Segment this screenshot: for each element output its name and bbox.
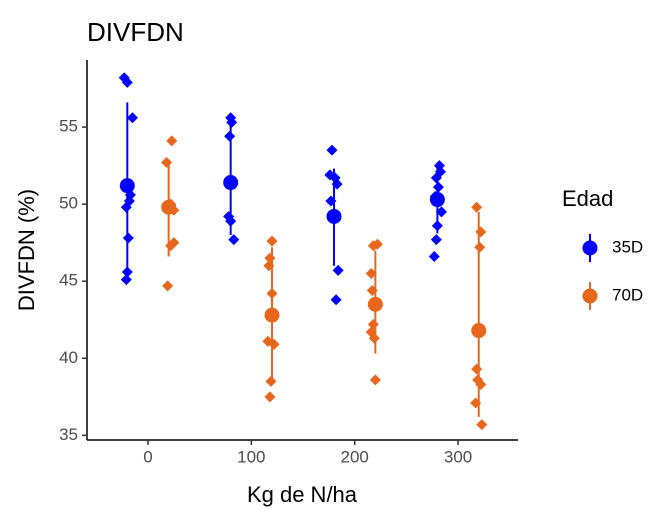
data-point — [365, 268, 377, 280]
legend-symbol — [582, 240, 598, 256]
data-point — [226, 116, 238, 128]
x-tick-label: 200 — [341, 447, 369, 466]
x-tick-label: 0 — [143, 447, 152, 466]
data-point — [368, 332, 380, 344]
legend-title: Edad — [562, 186, 613, 211]
data-point — [122, 232, 134, 244]
mean-point — [119, 178, 135, 194]
data-point — [371, 238, 383, 250]
data-point — [120, 274, 132, 286]
data-point — [471, 201, 483, 213]
legend-symbol — [582, 288, 598, 304]
chart-title: DIVFDN — [87, 17, 184, 47]
x-axis-label: Kg de N/ha — [247, 482, 358, 507]
y-tick-label: 55 — [59, 117, 78, 136]
data-point — [332, 264, 344, 276]
y-axis-label: DIVFDN (%) — [14, 189, 39, 311]
data-point — [367, 318, 379, 330]
data-point — [166, 135, 178, 147]
data-point — [475, 226, 487, 238]
data-point — [224, 130, 236, 142]
data-point — [264, 391, 276, 403]
mean-point — [264, 307, 280, 323]
data-point — [428, 251, 440, 263]
y-tick-label: 45 — [59, 271, 78, 290]
mean-point — [429, 192, 445, 208]
legend-label: 70D — [612, 285, 643, 304]
data-point — [326, 144, 338, 156]
mean-point — [367, 296, 383, 312]
mean-point — [326, 208, 342, 224]
mean-point — [471, 323, 487, 339]
data-point — [121, 76, 133, 88]
x-tick-label: 300 — [444, 447, 472, 466]
y-tick-label: 40 — [59, 348, 78, 367]
data-point — [369, 374, 381, 386]
data-point — [120, 201, 132, 213]
y-tick-label: 35 — [59, 425, 78, 444]
data-point — [471, 363, 483, 375]
legend-label: 35D — [612, 237, 643, 256]
data-point — [474, 241, 486, 253]
mean-point — [161, 199, 177, 215]
data-point — [162, 280, 174, 292]
y-tick-label: 50 — [59, 194, 78, 213]
data-point — [430, 172, 442, 184]
x-tick-label: 100 — [237, 447, 265, 466]
data-point — [228, 234, 240, 246]
data-point — [432, 181, 444, 193]
mean-point — [223, 175, 239, 191]
data-point — [265, 375, 277, 387]
data-point — [161, 157, 173, 169]
data-point — [126, 112, 138, 124]
data-point — [266, 235, 278, 247]
data-point — [330, 294, 342, 306]
data-point — [436, 206, 448, 218]
data-point — [476, 419, 488, 431]
data-point — [430, 234, 442, 246]
